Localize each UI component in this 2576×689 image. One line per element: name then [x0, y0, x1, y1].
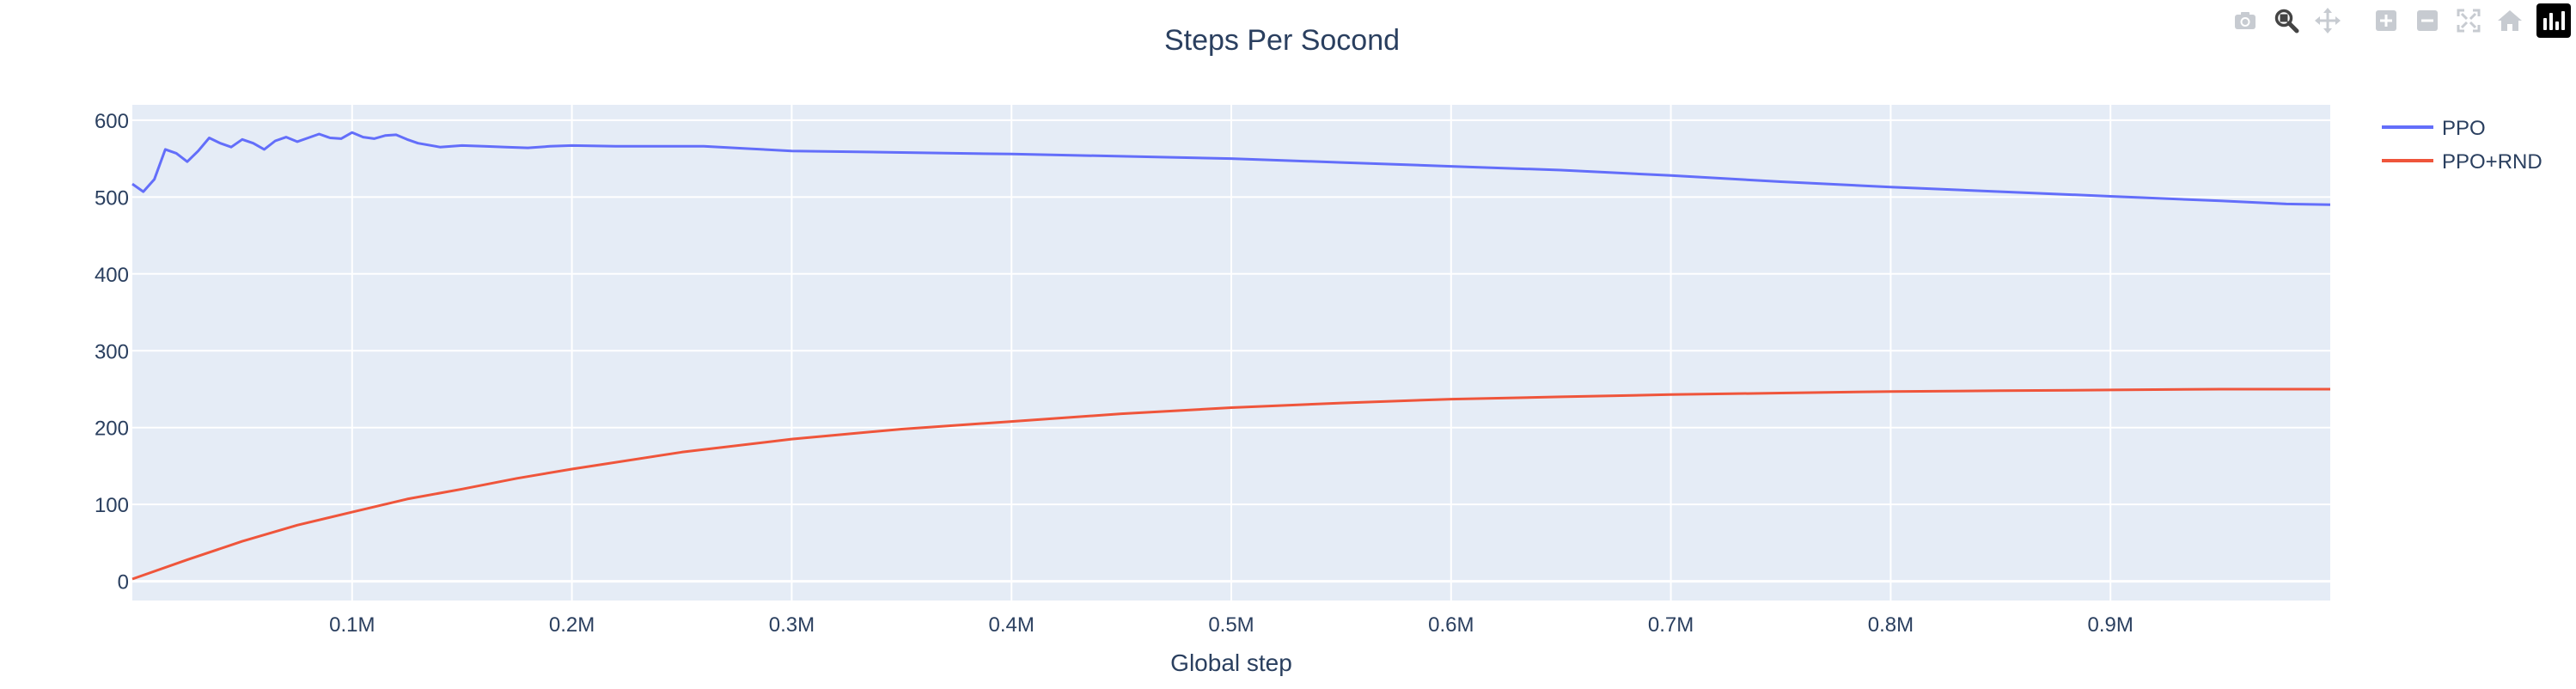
x-tick-label: 0.3M [769, 613, 815, 637]
home-icon[interactable] [2492, 3, 2528, 38]
y-tick-label: 100 [95, 494, 129, 517]
series-layer [131, 131, 2331, 581]
chart-title: Steps Per Socond [1164, 24, 1400, 57]
x-tick-label: 0.1M [329, 613, 375, 637]
pan-icon[interactable] [2310, 3, 2346, 38]
legend-item[interactable]: PPO [2382, 117, 2486, 140]
x-tick-label: 0.8M [1868, 613, 1914, 637]
y-gridlines [132, 119, 2330, 583]
series-line-ppo-rnd[interactable] [131, 387, 2330, 581]
camera-icon[interactable] [2227, 3, 2263, 38]
series-line-ppo[interactable] [131, 131, 2331, 206]
x-tick-label: 0.4M [989, 613, 1035, 637]
x-tick-label: 0.5M [1208, 613, 1254, 637]
x-axis-title: Global step [1170, 649, 1292, 676]
legend-label: PPO+RND [2442, 150, 2542, 174]
x-tick-label: 0.6M [1428, 613, 1474, 637]
y-tick-label: 0 [118, 571, 129, 594]
x-tick-label: 0.7M [1648, 613, 1694, 637]
autoscale-icon[interactable] [2451, 3, 2487, 38]
modebar [2227, 3, 2571, 38]
x-tick-label: 0.2M [549, 613, 595, 637]
x-axis-ticks: 0.1M 0.2M 0.3M 0.4M 0.5M 0.6M 0.7M 0.8M 0.9M [329, 613, 2133, 637]
y-tick-label: 400 [95, 264, 129, 287]
y-tick-label: 600 [95, 110, 129, 133]
y-axis-ticks: 0 100 200 300 400 500 600 [95, 110, 129, 594]
zoom-out-icon[interactable] [2409, 3, 2445, 38]
y-tick-label: 200 [95, 418, 129, 441]
x-tick-label: 0.9M [2088, 613, 2133, 637]
legend-item[interactable]: PPO+RND [2382, 150, 2542, 174]
legend-label: PPO [2442, 117, 2486, 140]
zoom-icon[interactable] [2268, 3, 2304, 38]
zoom-in-icon[interactable] [2368, 3, 2404, 38]
y-tick-label: 300 [95, 340, 129, 363]
plotly-logo-icon[interactable] [2536, 3, 2571, 38]
legend[interactable]: PPO PPO+RND [2382, 117, 2542, 174]
y-tick-label: 500 [95, 186, 129, 210]
